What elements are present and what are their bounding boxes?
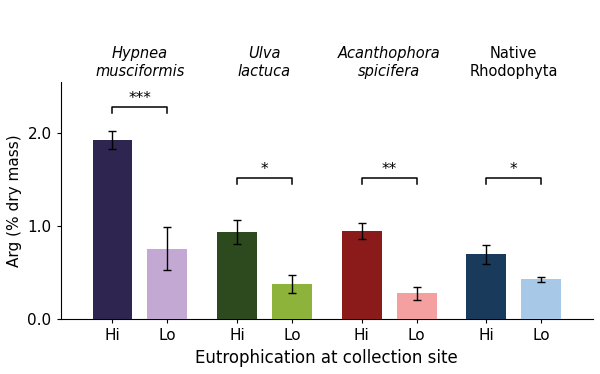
Text: **: ** <box>382 162 397 177</box>
X-axis label: Eutrophication at collection site: Eutrophication at collection site <box>196 349 458 367</box>
Bar <box>217 232 257 319</box>
Bar <box>397 294 437 319</box>
Bar <box>92 140 133 319</box>
Bar <box>272 284 312 319</box>
Text: ***: *** <box>128 92 151 107</box>
Text: Ulva
lactuca: Ulva lactuca <box>238 46 291 79</box>
Bar <box>466 254 506 319</box>
Bar <box>521 279 561 319</box>
Text: *: * <box>510 162 518 177</box>
Text: Hypnea
musciformis: Hypnea musciformis <box>95 46 185 79</box>
Bar <box>148 249 187 319</box>
Text: *: * <box>261 162 268 177</box>
Y-axis label: Arg (% dry mass): Arg (% dry mass) <box>7 135 22 267</box>
Text: Acanthophora
spicifera: Acanthophora spicifera <box>338 46 440 79</box>
Text: Native
Rhodophyta: Native Rhodophyta <box>470 46 558 79</box>
Bar <box>342 231 382 319</box>
